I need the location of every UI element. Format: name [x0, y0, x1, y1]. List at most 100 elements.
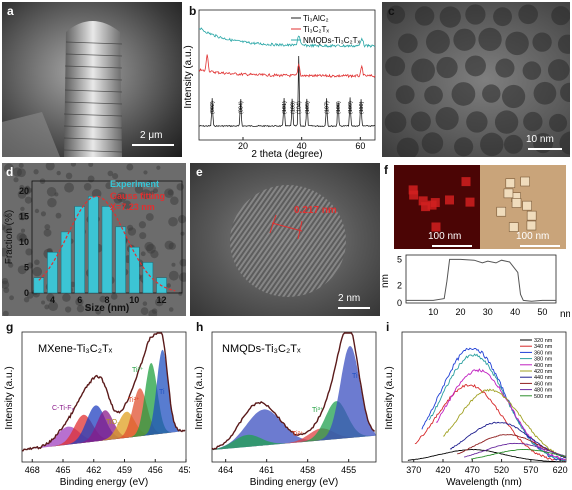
xps-plot-mxene: 468 465 462 459 456 453 MXene-Ti₃C₂Tₓ C-Ti-Fₓ… — [4, 331, 190, 488]
annot-ti2: Ti²⁺ — [292, 431, 304, 438]
background-pore — [8, 262, 14, 268]
x-tick-label: 520 — [494, 465, 509, 475]
quantum-dot — [493, 7, 512, 27]
scale-bar-text: 2 μm — [140, 130, 163, 141]
background-pore — [76, 304, 85, 313]
xrd-peak-label: (110) — [359, 101, 365, 114]
histogram-bar — [60, 231, 72, 294]
panel-label: e — [196, 165, 203, 179]
legend-entry: 380 nm — [534, 357, 553, 363]
histogram-bar — [142, 262, 154, 294]
afm-particle — [522, 200, 532, 211]
annot-ctifx: C-Ti-Fₓ — [52, 405, 75, 412]
background-pore — [110, 293, 118, 300]
background-pore — [148, 309, 158, 316]
pl-series-line — [407, 449, 567, 463]
background-pore — [3, 163, 14, 174]
background-pore — [75, 297, 84, 306]
quantum-dot — [465, 4, 486, 25]
afm-particle — [526, 210, 537, 221]
x-tick-label: 50 — [537, 307, 547, 317]
xrd-series-line — [198, 27, 376, 49]
y-tick-label: 0 — [24, 288, 29, 298]
height-profile-line — [406, 258, 556, 302]
legend-ti3c2tx: Ti₃C₂Tₓ — [303, 25, 329, 34]
legend-entry: 340 nm — [534, 344, 553, 350]
background-pore — [18, 212, 27, 221]
x-tick-label: 464 — [218, 465, 233, 475]
background-pore — [23, 296, 30, 303]
quantum-dot — [503, 134, 523, 154]
background-pore — [20, 228, 26, 233]
histogram-bar — [129, 246, 140, 294]
background-pore — [32, 266, 43, 277]
quantum-dot — [522, 61, 542, 80]
x-tick-label: 420 — [435, 465, 450, 475]
background-pore — [147, 180, 154, 187]
chart-title: NMQDs-Ti₃C₂Tₓ — [222, 343, 301, 355]
x-tick-label: 40 — [297, 141, 307, 151]
panel-label: d — [6, 165, 14, 179]
x-tick-label: 461 — [259, 465, 274, 475]
quantum-dot — [532, 32, 552, 52]
x-tick-label: 30 — [483, 307, 493, 317]
background-pore — [3, 212, 9, 218]
background-pore — [134, 185, 144, 194]
panel-d-histogram: 4 6 8 10 12 0 5 10 15 20 Fraction (%) Size (nm) E… — [2, 163, 186, 316]
scale-bar — [338, 307, 370, 309]
lattice-spacing-label: 0.217 nm — [294, 205, 337, 216]
x-tick-label: 455 — [341, 465, 356, 475]
background-pore — [116, 192, 127, 203]
x-axis-label: Binding energy (eV) — [60, 477, 148, 488]
quantum-dot — [494, 110, 519, 134]
background-pore — [70, 163, 77, 167]
background-pore — [12, 167, 22, 177]
xrd-peak-label: (109) — [348, 101, 354, 114]
background-pore — [64, 182, 75, 193]
plot-frame — [401, 331, 567, 463]
scale-bar-text: 100 nm — [516, 231, 550, 242]
background-pore — [56, 170, 61, 176]
background-pore — [143, 170, 148, 175]
afm-image-height: 100 nm — [394, 165, 480, 249]
quantum-dot — [533, 81, 557, 105]
scale-bar-text: 2 nm — [338, 293, 361, 304]
x-tick-label: 8 — [104, 295, 109, 305]
afm-image-phase: 100 nm — [480, 165, 566, 249]
annot-ti: Ti — [352, 373, 358, 380]
afm-particle — [418, 196, 428, 206]
tem-quantum-dots — [384, 4, 570, 157]
scale-bar — [432, 245, 472, 247]
afm-particle — [421, 202, 431, 212]
legend-entry: 420 nm — [534, 369, 553, 375]
x-tick-label: 6 — [77, 295, 82, 305]
histogram-bar — [74, 206, 85, 294]
x-tick-label: 20 — [238, 141, 248, 151]
quantum-dot — [560, 82, 570, 103]
afm-dots-height — [408, 177, 475, 232]
background-pore — [65, 306, 72, 313]
background-pore — [40, 211, 47, 217]
background-pore — [48, 301, 59, 312]
x-tick-label: 456 — [148, 465, 163, 475]
background-pore — [112, 173, 119, 180]
quantum-dot — [454, 137, 474, 157]
background-pore — [95, 308, 102, 315]
quantum-dot — [518, 4, 538, 25]
panel-label: a — [7, 4, 14, 18]
background-pore — [2, 224, 6, 231]
quantum-dot — [482, 84, 501, 103]
background-pore — [26, 292, 34, 299]
quantum-dot — [480, 132, 504, 157]
annot-ti2: Ti²⁺ — [128, 397, 140, 404]
xrd-peak-label: (105) — [305, 101, 311, 114]
pl-series-line — [442, 388, 567, 459]
xrd-peak-label: (104) — [297, 101, 303, 114]
panel-label: i — [386, 320, 390, 334]
histogram-bar — [33, 277, 45, 294]
sem-accordion-structure — [2, 21, 123, 157]
pl-series-line — [463, 442, 567, 458]
background-pore — [46, 293, 55, 302]
lattice-fringes — [230, 185, 346, 297]
x-tick-label: 453 — [178, 465, 190, 475]
